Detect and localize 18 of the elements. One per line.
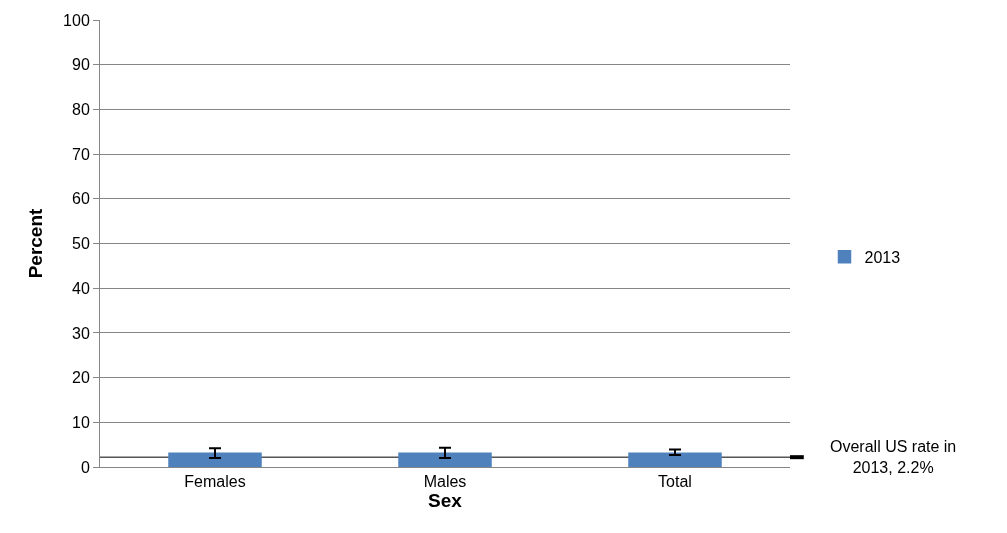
y-tick-label: 40: [72, 279, 90, 297]
x-tick-label: Total: [658, 473, 692, 491]
y-tick-label: 90: [72, 56, 90, 74]
x-axis-title: Sex: [428, 490, 463, 512]
y-tick-label: 70: [72, 145, 90, 163]
ref-line-label: Overall US rate in 2013, 2.2%: [830, 438, 957, 476]
y-tick-label: 0: [80, 458, 90, 476]
y-tick-label: 10: [72, 413, 90, 431]
y-tick-label: 80: [72, 101, 90, 118]
y-tick-label: 60: [72, 190, 90, 208]
x-tick-label: Females: [184, 473, 246, 491]
x-tick-label: Males: [423, 473, 467, 491]
legend-label: 2013: [864, 249, 901, 267]
y-tick-label: 30: [72, 324, 90, 342]
y-tick-label: 100: [63, 11, 90, 29]
y-tick-label: 50: [72, 235, 90, 253]
y-tick-label: 20: [72, 369, 90, 387]
y-axis-title: Percent: [24, 207, 46, 279]
